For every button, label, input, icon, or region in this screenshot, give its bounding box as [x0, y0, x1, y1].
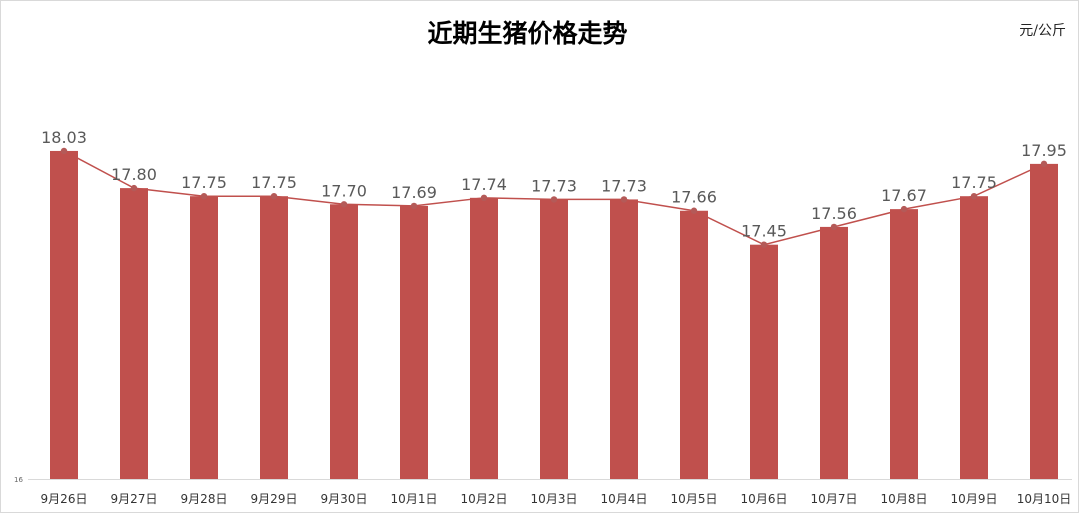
bar: [1030, 163, 1058, 479]
x-tick-label: 10月1日: [391, 492, 438, 506]
bar-series: [50, 150, 1058, 480]
line-marker: [830, 223, 838, 231]
x-tick-label: 9月26日: [41, 492, 88, 506]
line-series: [60, 147, 1048, 248]
bar: [120, 188, 148, 479]
y-axis-min-label: 16: [14, 476, 23, 484]
x-tick-label: 10月4日: [601, 492, 648, 506]
x-tick-label: 10月7日: [811, 492, 858, 506]
x-tick-label: 10月2日: [461, 492, 508, 506]
line-marker: [270, 193, 278, 200]
data-label: 17.66: [671, 188, 717, 207]
data-label: 17.74: [461, 175, 507, 194]
line-marker: [970, 193, 978, 200]
x-tick-label: 10月10日: [1017, 492, 1072, 506]
data-label: 18.03: [41, 128, 87, 147]
line-marker: [480, 194, 488, 202]
bar: [50, 150, 78, 479]
x-tick-label: 10月5日: [671, 492, 718, 506]
line-marker: [620, 196, 628, 203]
x-tick-label: 9月30日: [321, 492, 368, 506]
line-marker: [130, 184, 138, 192]
line-marker: [760, 241, 768, 248]
x-tick-label: 9月27日: [111, 492, 158, 506]
bar: [680, 210, 708, 479]
data-label: 17.75: [951, 173, 997, 192]
x-tick-label: 9月29日: [251, 492, 298, 506]
x-tick-label: 10月6日: [741, 492, 788, 506]
data-label: 17.73: [531, 176, 577, 195]
bar: [750, 244, 778, 479]
line-marker: [1040, 160, 1048, 168]
data-label: 17.95: [1021, 141, 1067, 160]
data-label: 17.67: [881, 186, 927, 205]
x-tick-label: 10月9日: [951, 492, 998, 506]
line-marker: [900, 205, 908, 213]
data-label: 17.80: [111, 165, 157, 184]
bar: [470, 197, 498, 480]
data-label: 17.73: [601, 176, 647, 195]
line-marker: [410, 202, 418, 210]
data-label: 17.56: [811, 204, 857, 223]
bar: [190, 196, 218, 479]
value-labels: 18.03 17.80 17.75 17.75 17.70 17.69 17.74 17.73…: [41, 128, 1067, 241]
line-marker: [200, 193, 208, 200]
x-axis: 9月26日 9月27日 9月28日 9月29日 9月30日 10月1日 10月2日 10月3日…: [28, 479, 1072, 506]
bar: [890, 209, 918, 480]
line-marker: [60, 147, 68, 155]
x-tick-label: 10月3日: [531, 492, 578, 506]
bar: [260, 196, 288, 479]
data-label: 17.69: [391, 183, 437, 202]
chart-title: 近期生猪价格走势: [427, 19, 628, 48]
x-tick-label: 10月8日: [881, 492, 928, 506]
bar: [960, 196, 988, 479]
line-marker: [550, 196, 558, 203]
bar: [400, 205, 428, 479]
unit-label: 元/公斤: [1019, 23, 1066, 39]
bar: [820, 226, 848, 479]
bar: [610, 199, 638, 479]
line-marker: [690, 207, 698, 214]
line-marker: [340, 201, 348, 208]
x-tick-label: 9月28日: [181, 492, 228, 506]
bar: [330, 204, 358, 479]
bar: [540, 199, 568, 479]
data-label: 17.75: [251, 173, 297, 192]
data-label: 17.45: [741, 222, 787, 241]
data-label: 17.75: [181, 173, 227, 192]
data-label: 17.70: [321, 181, 367, 200]
